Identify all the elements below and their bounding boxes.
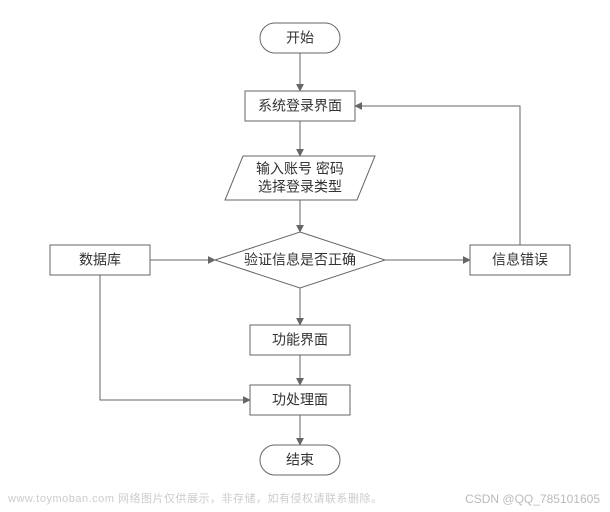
- node-func: 功能界面: [250, 325, 350, 355]
- node-verify: 验证信息是否正确: [215, 232, 385, 288]
- nodes-group: 开始系统登录界面输入账号 密码选择登录类型验证信息是否正确数据库信息错误功能界面…: [50, 23, 570, 475]
- flowchart-canvas: 开始系统登录界面输入账号 密码选择登录类型验证信息是否正确数据库信息错误功能界面…: [0, 0, 610, 512]
- node-process-label: 功处理面: [272, 392, 328, 408]
- node-input: 输入账号 密码选择登录类型: [225, 156, 375, 200]
- node-login-label: 系统登录界面: [258, 98, 342, 114]
- node-end-label: 结束: [286, 452, 314, 468]
- node-end: 结束: [260, 445, 340, 475]
- footer-left-text: www.toymoban.com 网络图片仅供展示，非存储，如有侵权请联系删除。: [8, 490, 382, 506]
- edge-db-process: [100, 275, 250, 400]
- node-start-label: 开始: [286, 30, 314, 46]
- node-func-label: 功能界面: [272, 332, 328, 348]
- node-db: 数据库: [50, 245, 150, 275]
- edge-error-login: [355, 106, 520, 245]
- node-process: 功处理面: [250, 385, 350, 415]
- node-input-label1: 输入账号 密码: [256, 161, 344, 177]
- node-error-label: 信息错误: [492, 252, 548, 268]
- node-login: 系统登录界面: [245, 91, 355, 121]
- node-start: 开始: [260, 23, 340, 53]
- node-input-label2: 选择登录类型: [258, 179, 342, 195]
- node-verify-label: 验证信息是否正确: [244, 252, 356, 268]
- node-db-label: 数据库: [79, 252, 121, 268]
- footer-right-text: CSDN @QQ_785101605: [465, 492, 600, 506]
- node-error: 信息错误: [470, 245, 570, 275]
